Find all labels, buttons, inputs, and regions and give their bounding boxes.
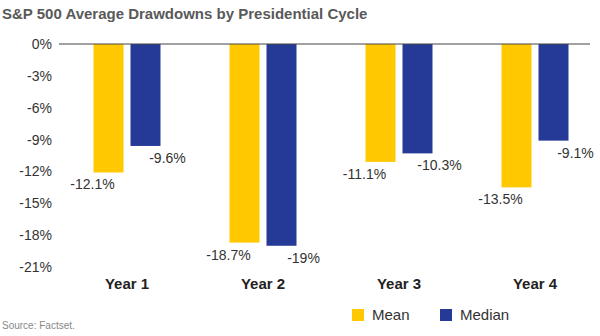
bar — [131, 44, 161, 146]
x-tick-label: Year 3 — [377, 275, 421, 292]
x-tick-label: Year 1 — [105, 275, 149, 292]
y-tick-label: -3% — [27, 68, 52, 84]
bars — [94, 44, 569, 246]
annotation: Source: Factset. — [2, 320, 75, 331]
data-label: -13.5% — [478, 191, 522, 207]
data-label: -10.3% — [417, 157, 461, 173]
legend-swatch — [440, 309, 452, 321]
data-label: -11.1% — [343, 166, 386, 182]
bar — [539, 44, 569, 141]
data-label: -19% — [287, 250, 320, 266]
y-tick-label: -9% — [27, 132, 52, 148]
data-label: -18.7% — [206, 247, 250, 263]
y-tick-label: -6% — [27, 100, 52, 116]
chart: S&P 500 Average Drawdowns by Presidentia… — [0, 0, 600, 336]
legend-label: Mean — [372, 306, 410, 323]
y-tick-label: 0% — [32, 36, 52, 52]
data-label: -12.1% — [70, 176, 114, 192]
title: S&P 500 Average Drawdowns by Presidentia… — [2, 5, 367, 22]
data-label: -9.1% — [557, 145, 594, 161]
bar — [94, 44, 124, 172]
legend-swatch — [352, 309, 364, 321]
data-labels: -12.1% -9.6% -18.7% -19% -11.1% -10.3% -13.5% -… — [70, 145, 593, 266]
bar — [267, 44, 297, 246]
y-tick-label: -18% — [19, 227, 52, 243]
bar — [502, 44, 532, 187]
bar — [403, 44, 433, 153]
legend-label: Median — [460, 306, 509, 323]
data-label: -9.6% — [149, 150, 186, 166]
x-tick-label: Year 4 — [513, 275, 558, 292]
zero-line — [59, 44, 590, 45]
legend: Mean Median — [352, 306, 509, 323]
y-tick-label: -21% — [19, 259, 52, 275]
x-tick-label: Year 2 — [241, 275, 285, 292]
bar — [230, 44, 260, 243]
bar — [366, 44, 396, 162]
y-tick-label: -15% — [19, 195, 52, 211]
y-tick-label: -12% — [19, 163, 52, 179]
